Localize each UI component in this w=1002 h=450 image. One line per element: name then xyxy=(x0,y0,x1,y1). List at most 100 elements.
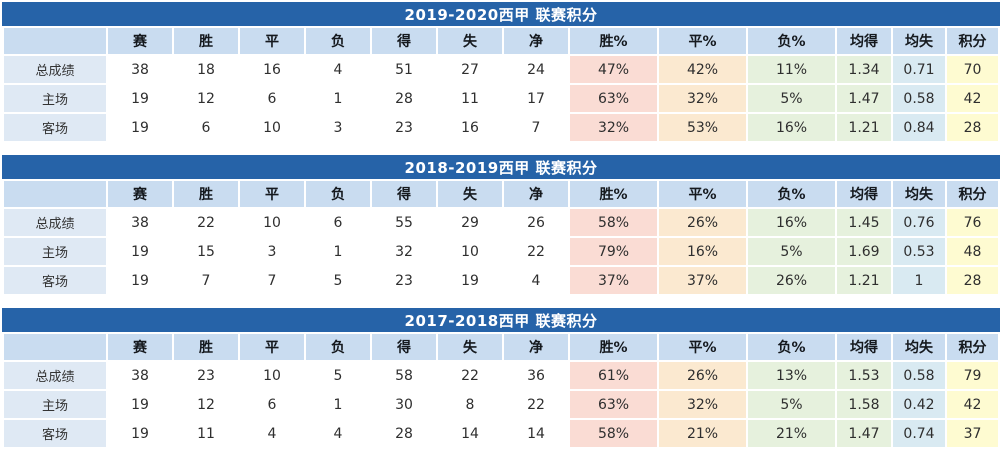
stat-cell-col-loss-pct: 26% xyxy=(748,267,835,294)
stat-cell-col-loss-pct: 5% xyxy=(748,238,835,265)
stat-cell-col-draw-pct: 16% xyxy=(659,238,746,265)
column-header-col-losses: 负 xyxy=(306,334,370,360)
table-row: 总成绩 38 18 16 4 51 27 24 47% 42% 11% 1.34 0.71 70 xyxy=(4,56,998,83)
column-header-col-win-pct: 胜% xyxy=(570,181,657,207)
stat-cell-col-goals-for: 32 xyxy=(372,238,436,265)
stat-cell-col-goals-for: 28 xyxy=(372,420,436,447)
row-label: 客场 xyxy=(4,267,106,294)
season-section-2018-2019: 2018-2019西甲 联赛积分 赛胜平负得失净胜% 平% 负% 均得 均失 积分 总成绩 3… xyxy=(2,155,1000,296)
column-header-col-wins: 胜 xyxy=(174,181,238,207)
column-header-col-matches: 赛 xyxy=(108,181,172,207)
stat-cell-col-avg-against: 0.76 xyxy=(893,209,945,236)
stat-cell-col-losses: 4 xyxy=(306,56,370,83)
stat-cell-col-points: 28 xyxy=(947,267,998,294)
stat-cell-col-goals-against: 29 xyxy=(438,209,502,236)
stat-cell-col-loss-pct: 11% xyxy=(748,56,835,83)
stat-cell-col-avg-against: 0.58 xyxy=(893,85,945,112)
stat-cell-col-avg-against: 0.42 xyxy=(893,391,945,418)
stat-cell-col-goals-against: 8 xyxy=(438,391,502,418)
stat-cell-col-losses: 6 xyxy=(306,209,370,236)
column-header-col-draws: 平 xyxy=(240,28,304,54)
table-row: 主场 19 12 6 1 30 8 22 63% 32% 5% 1.58 0.42 42 xyxy=(4,391,998,418)
stat-cell-col-goals-against: 16 xyxy=(438,114,502,141)
row-label: 主场 xyxy=(4,85,106,112)
stat-cell-col-win-pct: 37% xyxy=(570,267,657,294)
column-header-col-loss-pct: 负% xyxy=(748,181,835,207)
header-row: 赛胜平负得失净胜% 平% 负% 均得 均失 积分 xyxy=(4,334,998,360)
row-label: 客场 xyxy=(4,420,106,447)
stats-table: 赛胜平负得失净胜% 平% 负% 均得 均失 积分 总成绩 38 18 16 4 51 27 24 47% 42… xyxy=(2,26,1000,143)
stat-cell-col-win-pct: 63% xyxy=(570,391,657,418)
stat-cell-col-goals-against: 19 xyxy=(438,267,502,294)
stat-cell-col-losses: 1 xyxy=(306,391,370,418)
stat-cell-col-matches: 38 xyxy=(108,56,172,83)
column-header-col-draw-pct: 平% xyxy=(659,28,746,54)
stat-cell-col-goals-against: 22 xyxy=(438,362,502,389)
stat-cell-col-loss-pct: 13% xyxy=(748,362,835,389)
column-header-col-avg-against: 均失 xyxy=(893,28,945,54)
stat-cell-col-goal-diff: 17 xyxy=(504,85,568,112)
column-header-col-wins: 胜 xyxy=(174,334,238,360)
stat-cell-col-matches: 19 xyxy=(108,85,172,112)
stat-cell-col-avg-for: 1.58 xyxy=(837,391,891,418)
season-section-2017-2018: 2017-2018西甲 联赛积分 赛胜平负得失净胜% 平% 负% 均得 均失 积分 总成绩 3… xyxy=(2,308,1000,449)
row-label: 主场 xyxy=(4,391,106,418)
stat-cell-col-wins: 15 xyxy=(174,238,238,265)
stat-cell-col-wins: 23 xyxy=(174,362,238,389)
column-header-col-losses: 负 xyxy=(306,28,370,54)
stat-cell-col-goal-diff: 26 xyxy=(504,209,568,236)
stat-cell-col-draws: 7 xyxy=(240,267,304,294)
stat-cell-col-avg-for: 1.34 xyxy=(837,56,891,83)
stat-cell-col-wins: 22 xyxy=(174,209,238,236)
stat-cell-col-win-pct: 79% xyxy=(570,238,657,265)
stat-cell-col-goals-for: 30 xyxy=(372,391,436,418)
stat-cell-col-points: 42 xyxy=(947,85,998,112)
stat-cell-col-points: 28 xyxy=(947,114,998,141)
stat-cell-col-goal-diff: 14 xyxy=(504,420,568,447)
stat-cell-col-points: 76 xyxy=(947,209,998,236)
stat-cell-col-goal-diff: 22 xyxy=(504,238,568,265)
column-header-col-avg-for: 均得 xyxy=(837,334,891,360)
stat-cell-col-draws: 10 xyxy=(240,209,304,236)
stat-cell-col-avg-against: 0.84 xyxy=(893,114,945,141)
table-row: 主场 19 15 3 1 32 10 22 79% 16% 5% 1.69 0.53 48 xyxy=(4,238,998,265)
stat-cell-col-avg-for: 1.21 xyxy=(837,267,891,294)
season-section-2019-2020: 2019-2020西甲 联赛积分 赛胜平负得失净胜% 平% 负% 均得 均失 积分 总成绩 3… xyxy=(2,2,1000,143)
stat-cell-col-losses: 1 xyxy=(306,238,370,265)
column-header-col-win-pct: 胜% xyxy=(570,334,657,360)
stat-cell-col-draws: 6 xyxy=(240,391,304,418)
stat-cell-col-losses: 1 xyxy=(306,85,370,112)
column-header-col-goal-diff: 净 xyxy=(504,334,568,360)
stat-cell-col-avg-for: 1.45 xyxy=(837,209,891,236)
stat-cell-col-draw-pct: 32% xyxy=(659,85,746,112)
stat-cell-col-goals-for: 23 xyxy=(372,267,436,294)
stat-cell-col-losses: 5 xyxy=(306,362,370,389)
stat-cell-col-matches: 19 xyxy=(108,267,172,294)
stat-cell-col-matches: 38 xyxy=(108,209,172,236)
stat-cell-col-loss-pct: 16% xyxy=(748,114,835,141)
stat-cell-col-loss-pct: 5% xyxy=(748,391,835,418)
stat-cell-col-win-pct: 61% xyxy=(570,362,657,389)
stat-cell-col-avg-for: 1.47 xyxy=(837,420,891,447)
stat-cell-col-loss-pct: 21% xyxy=(748,420,835,447)
column-header-col-win-pct: 胜% xyxy=(570,28,657,54)
column-header-col-draw-pct: 平% xyxy=(659,334,746,360)
header-row: 赛胜平负得失净胜% 平% 负% 均得 均失 积分 xyxy=(4,181,998,207)
column-header-col-avg-against: 均失 xyxy=(893,181,945,207)
stat-cell-col-loss-pct: 5% xyxy=(748,85,835,112)
stats-table: 赛胜平负得失净胜% 平% 负% 均得 均失 积分 总成绩 38 23 10 5 58 22 36 61% 26… xyxy=(2,332,1000,449)
stat-cell-col-win-pct: 58% xyxy=(570,209,657,236)
table-row: 客场 19 6 10 3 23 16 7 32% 53% 16% 1.21 0.84 28 xyxy=(4,114,998,141)
table-title: 2017-2018西甲 联赛积分 xyxy=(2,308,1000,332)
stat-cell-col-avg-for: 1.21 xyxy=(837,114,891,141)
table-row: 客场 19 7 7 5 23 19 4 37% 37% 26% 1.21 1 28 xyxy=(4,267,998,294)
stat-cell-col-goals-against: 10 xyxy=(438,238,502,265)
column-header-col-goals-for: 得 xyxy=(372,181,436,207)
stat-cell-col-losses: 3 xyxy=(306,114,370,141)
stat-cell-col-avg-for: 1.69 xyxy=(837,238,891,265)
corner-header xyxy=(4,28,106,54)
column-header-col-points: 积分 xyxy=(947,28,998,54)
stat-cell-col-matches: 19 xyxy=(108,238,172,265)
stat-cell-col-draws: 10 xyxy=(240,362,304,389)
stat-cell-col-avg-for: 1.47 xyxy=(837,85,891,112)
